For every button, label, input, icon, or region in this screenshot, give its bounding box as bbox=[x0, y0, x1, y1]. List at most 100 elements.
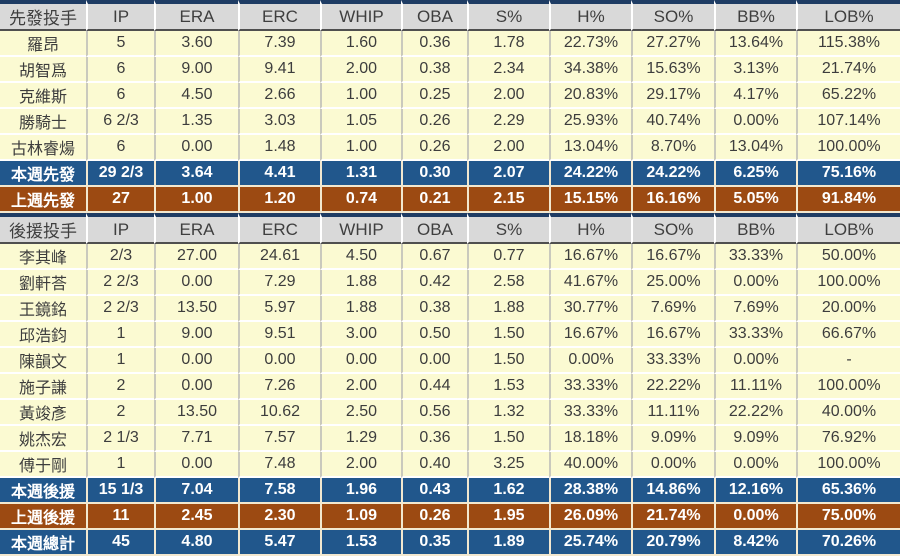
stat-cell: 7.26 bbox=[238, 374, 320, 400]
stat-cell: 40.00% bbox=[549, 452, 631, 478]
stat-cell: 18.18% bbox=[549, 426, 631, 452]
summary-label-cell: 上週後援 bbox=[0, 504, 86, 530]
stat-cell: 1.53 bbox=[467, 374, 549, 400]
stat-cell: 1.00 bbox=[320, 135, 401, 161]
player-row: 陳韻文 1 0.00 0.00 0.00 0.00 1.50 0.00% 33.33% 0.00%… bbox=[0, 348, 900, 374]
column-header-cell: SO% bbox=[631, 0, 714, 31]
stat-cell: 1.95 bbox=[467, 504, 549, 530]
stat-cell: 9.41 bbox=[238, 57, 320, 83]
stat-cell: 25.74% bbox=[549, 530, 631, 556]
stat-cell: 30.77% bbox=[549, 296, 631, 322]
stat-cell: 115.38% bbox=[796, 31, 900, 57]
stat-cell: 1.35 bbox=[154, 109, 238, 135]
player-row: 胡智爲 6 9.00 9.41 2.00 0.38 2.34 34.38% 15.63% 3.13… bbox=[0, 57, 900, 83]
summary-label-cell: 上週先發 bbox=[0, 187, 86, 213]
stat-cell: 1.62 bbox=[467, 478, 549, 504]
player-row: 傅于剛 1 0.00 7.48 2.00 0.40 3.25 40.00% 0.00% 0.00%… bbox=[0, 452, 900, 478]
player-row: 李其峰 2/3 27.00 24.61 4.50 0.67 0.77 16.67% 16.67%… bbox=[0, 244, 900, 270]
stat-cell: 11.11% bbox=[714, 374, 796, 400]
stat-cell: 0.00% bbox=[714, 270, 796, 296]
stat-cell: 1.50 bbox=[467, 348, 549, 374]
stat-cell: 2.29 bbox=[467, 109, 549, 135]
column-header-cell: LOB% bbox=[796, 0, 900, 31]
column-header-cell: LOB% bbox=[796, 213, 900, 244]
stat-cell: 9.09% bbox=[714, 426, 796, 452]
stat-cell: 65.36% bbox=[796, 478, 900, 504]
stat-cell: 1.50 bbox=[467, 322, 549, 348]
stat-cell: 65.22% bbox=[796, 83, 900, 109]
stat-cell: 7.69% bbox=[631, 296, 714, 322]
stat-cell: 0.00 bbox=[320, 348, 401, 374]
stat-cell: 2.00 bbox=[467, 83, 549, 109]
stat-cell: 0.00 bbox=[154, 348, 238, 374]
stat-cell: 50.00% bbox=[796, 244, 900, 270]
player-name-cell: 姚杰宏 bbox=[0, 426, 86, 452]
stat-cell: 4.50 bbox=[154, 83, 238, 109]
stat-cell: 70.26% bbox=[796, 530, 900, 556]
summary-row: 上週先發 27 1.00 1.20 0.74 0.21 2.15 15.15% 16.16% 5.… bbox=[0, 187, 900, 213]
stat-cell: 100.00% bbox=[796, 374, 900, 400]
stat-cell: 12.16% bbox=[714, 478, 796, 504]
stat-cell: 4.41 bbox=[238, 161, 320, 187]
stat-cell: 0.00% bbox=[549, 348, 631, 374]
summary-row: 本週總計 45 4.80 5.47 1.53 0.35 1.89 25.74% 20.79% 8.… bbox=[0, 530, 900, 556]
stat-cell: 16.67% bbox=[549, 322, 631, 348]
summary-label-cell: 本週後援 bbox=[0, 478, 86, 504]
stat-cell: 0.36 bbox=[401, 426, 467, 452]
column-header-cell: S% bbox=[467, 0, 549, 31]
stat-cell: 107.14% bbox=[796, 109, 900, 135]
summary-row: 上週後援 11 2.45 2.30 1.09 0.26 1.95 26.09% 21.74% 0.… bbox=[0, 504, 900, 530]
stat-cell: 100.00% bbox=[796, 135, 900, 161]
summary-label-cell: 本週總計 bbox=[0, 530, 86, 556]
stat-cell: 3.60 bbox=[154, 31, 238, 57]
stat-cell: 1.31 bbox=[320, 161, 401, 187]
player-row: 勝騎士 6 2/3 1.35 3.03 1.05 0.26 2.29 25.93% 40.74%… bbox=[0, 109, 900, 135]
column-header-cell: H% bbox=[549, 213, 631, 244]
column-header-cell: IP bbox=[86, 213, 154, 244]
stat-cell: 21.74% bbox=[631, 504, 714, 530]
column-header-cell: ERC bbox=[238, 213, 320, 244]
player-name-cell: 勝騎士 bbox=[0, 109, 86, 135]
player-name-cell: 王鏡銘 bbox=[0, 296, 86, 322]
stat-cell: 1.96 bbox=[320, 478, 401, 504]
stat-cell: 7.69% bbox=[714, 296, 796, 322]
stat-cell: 7.04 bbox=[154, 478, 238, 504]
column-header-cell: BB% bbox=[714, 213, 796, 244]
stat-cell: 0.00% bbox=[631, 452, 714, 478]
stat-cell: 1.78 bbox=[467, 31, 549, 57]
stat-cell: 41.67% bbox=[549, 270, 631, 296]
stat-cell: 1.00 bbox=[320, 83, 401, 109]
stat-cell: 6 2/3 bbox=[86, 109, 154, 135]
stat-cell: 1.88 bbox=[320, 296, 401, 322]
section-header-row: 先發投手 IP ERA ERC WHIP OBA S% H% SO% BB% LOB% bbox=[0, 0, 900, 31]
stat-cell: 1.00 bbox=[154, 187, 238, 213]
player-name-cell: 傅于剛 bbox=[0, 452, 86, 478]
stat-cell: 2 bbox=[86, 400, 154, 426]
stat-cell: 33.33% bbox=[549, 374, 631, 400]
stat-cell: 20.00% bbox=[796, 296, 900, 322]
stat-cell: 1.20 bbox=[238, 187, 320, 213]
stat-cell: 7.29 bbox=[238, 270, 320, 296]
stat-cell: 1 bbox=[86, 452, 154, 478]
player-name-cell: 李其峰 bbox=[0, 244, 86, 270]
stat-cell: 0.25 bbox=[401, 83, 467, 109]
stat-cell: 21.74% bbox=[796, 57, 900, 83]
stat-cell: 0.30 bbox=[401, 161, 467, 187]
stat-cell: 11 bbox=[86, 504, 154, 530]
stat-cell: 26.09% bbox=[549, 504, 631, 530]
stat-cell: 2 1/3 bbox=[86, 426, 154, 452]
stat-cell: 75.00% bbox=[796, 504, 900, 530]
player-name-cell: 黃竣彥 bbox=[0, 400, 86, 426]
stat-cell: 0.44 bbox=[401, 374, 467, 400]
stat-cell: 0.00% bbox=[714, 109, 796, 135]
stat-cell: 0.00 bbox=[154, 374, 238, 400]
stat-cell: 3.13% bbox=[714, 57, 796, 83]
stat-cell: 91.84% bbox=[796, 187, 900, 213]
stat-cell: 1.89 bbox=[467, 530, 549, 556]
stat-cell: 0.00% bbox=[714, 452, 796, 478]
stat-cell: 9.00 bbox=[154, 322, 238, 348]
stat-cell: 7.71 bbox=[154, 426, 238, 452]
stat-cell: 9.00 bbox=[154, 57, 238, 83]
